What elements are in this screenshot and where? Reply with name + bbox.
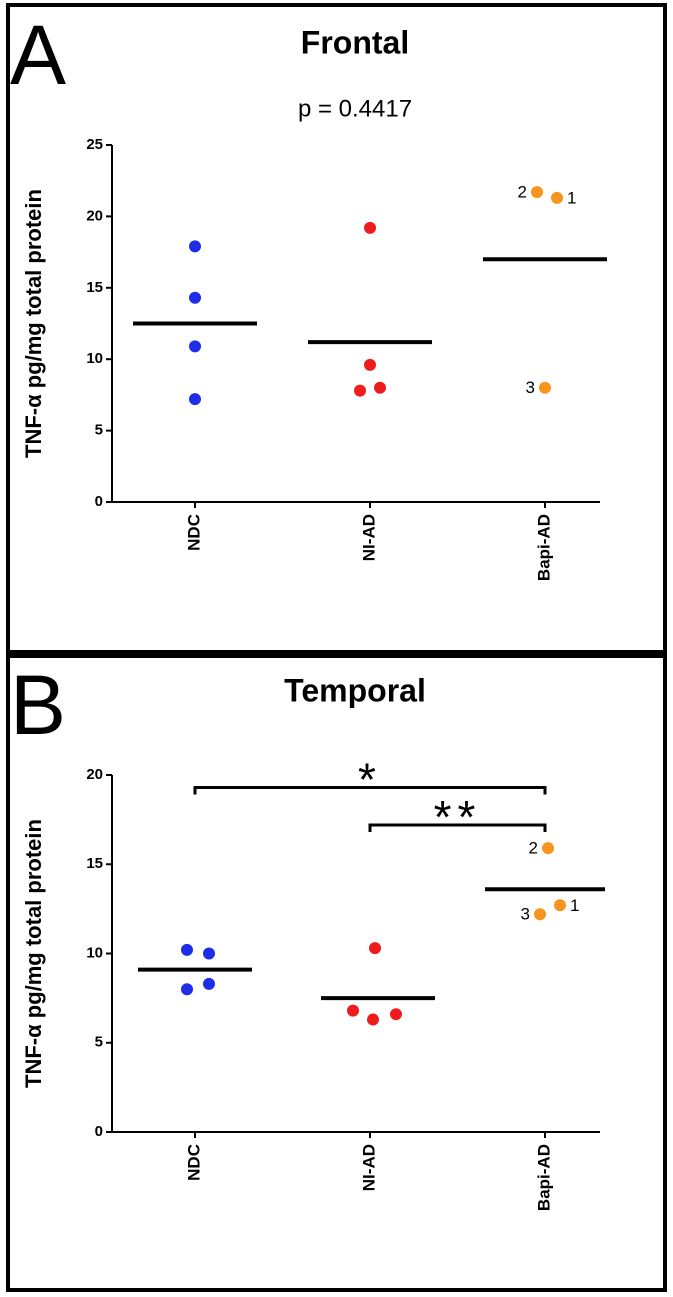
x-tick-label: NDC xyxy=(184,1144,203,1181)
y-tick-label: 20 xyxy=(86,766,103,783)
chart-title: Temporal xyxy=(284,672,426,708)
data-point xyxy=(189,340,201,353)
chart-title: Frontal xyxy=(301,24,409,60)
data-point xyxy=(203,947,215,960)
point-label: 2 xyxy=(518,183,527,202)
y-axis-label: TNF-α pg/mg total protein xyxy=(21,819,46,1088)
data-point xyxy=(551,191,563,204)
x-tick-label: NI-AD xyxy=(359,1144,378,1191)
data-point xyxy=(181,943,193,956)
significance-bracket xyxy=(368,823,547,832)
point-label: 1 xyxy=(570,896,579,915)
x-tick-label: Bapi-AD xyxy=(534,1144,553,1211)
x-tick-label: NI-AD xyxy=(359,514,378,561)
data-point xyxy=(367,1013,379,1026)
y-tick-label: 15 xyxy=(86,855,103,872)
data-point xyxy=(189,291,201,304)
data-point xyxy=(531,186,543,199)
data-point xyxy=(534,908,546,921)
y-tick-label: 5 xyxy=(95,1034,103,1051)
y-tick-label: 0 xyxy=(95,493,103,510)
panel-border xyxy=(6,3,667,654)
p-value: p = 0.4417 xyxy=(298,95,412,122)
y-tick-label: 20 xyxy=(86,207,103,224)
panel-letter: A xyxy=(10,8,66,102)
significance-label: ** xyxy=(434,791,482,843)
x-tick-label: Bapi-AD xyxy=(534,514,553,581)
data-point xyxy=(374,381,386,394)
y-axis-label: TNF-α pg/mg total protein xyxy=(21,189,46,458)
data-point xyxy=(203,977,215,990)
x-tick-label: NDC xyxy=(184,514,203,551)
data-point xyxy=(189,393,201,406)
data-point xyxy=(189,240,201,253)
point-label: 3 xyxy=(526,378,535,397)
point-label: 1 xyxy=(567,188,576,207)
data-point xyxy=(347,1004,359,1017)
data-point xyxy=(354,384,366,397)
y-tick-label: 10 xyxy=(86,350,103,367)
panel-letter: B xyxy=(10,658,66,752)
point-label: 2 xyxy=(529,839,538,858)
y-tick-label: 25 xyxy=(86,136,103,153)
y-tick-label: 0 xyxy=(95,1123,103,1140)
data-point xyxy=(554,899,566,912)
data-point xyxy=(364,358,376,371)
data-point xyxy=(364,221,376,234)
data-point xyxy=(390,1008,402,1021)
y-tick-label: 5 xyxy=(95,422,103,439)
point-label: 3 xyxy=(521,905,530,924)
significance-label: * xyxy=(358,754,382,806)
data-point xyxy=(542,842,554,855)
data-point xyxy=(181,983,193,996)
y-tick-label: 10 xyxy=(86,944,103,961)
significance-bracket xyxy=(193,785,547,795)
data-point xyxy=(539,381,551,394)
panel-border xyxy=(6,654,667,1292)
y-tick-label: 15 xyxy=(86,279,103,296)
data-point xyxy=(369,942,381,955)
